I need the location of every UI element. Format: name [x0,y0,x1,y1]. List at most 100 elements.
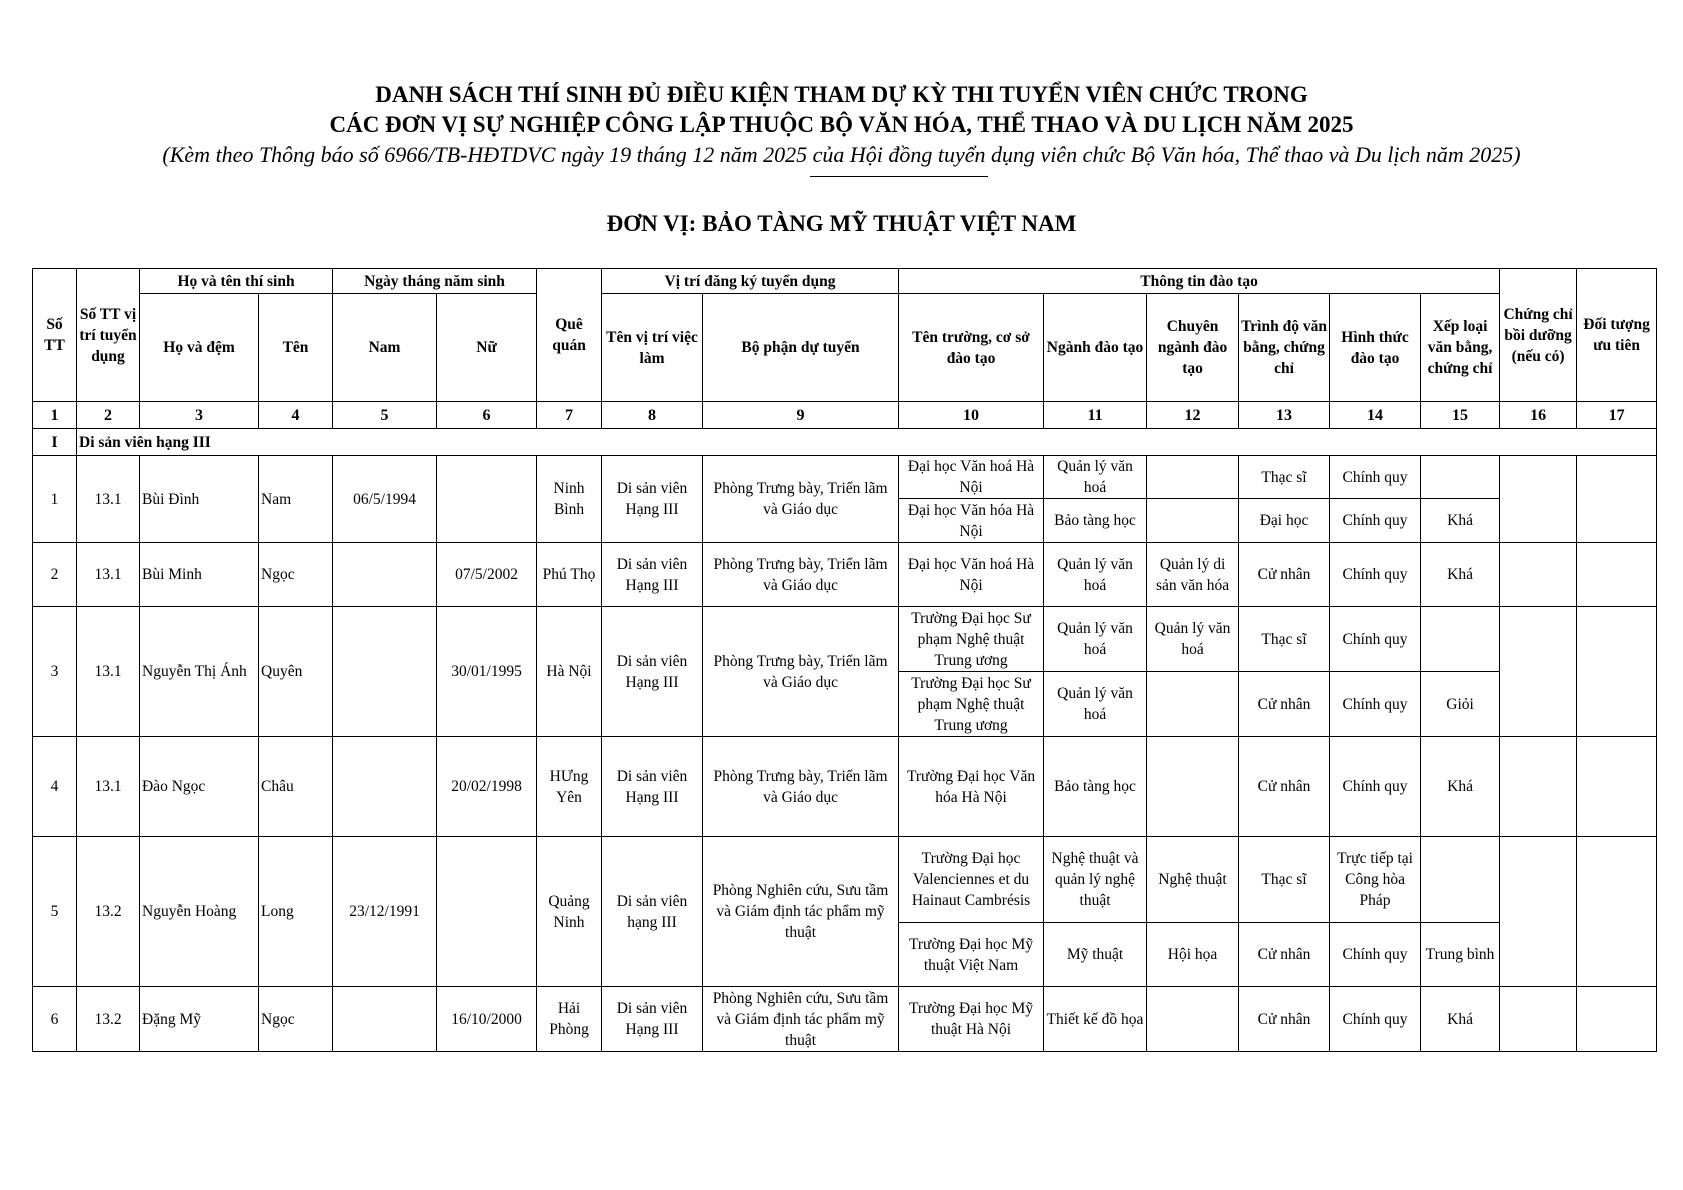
cell-truong: Trường Đại học Mỹ thuật Việt Nam [898,922,1045,987]
cell-bo-phan: Phòng Trưng bày, Triển lãm và Giáo dục [702,455,900,543]
section-label: Di sản viên hạng III [75,428,1658,456]
title-divider [810,176,988,177]
cell-bo-phan: Phòng Nghiên cứu, Sưu tầm và Giám định t… [702,836,900,987]
column-number: 2 [76,401,140,429]
header-bo-phan: Bộ phận dự tuyển [702,293,900,402]
header-nam: Nam [332,293,438,402]
cell-chuyen-nganh [1146,986,1240,1052]
section-number: I [32,428,77,456]
cell-chung-chi [1499,606,1578,737]
cell-ho-dem: Đặng Mỹ [139,986,259,1052]
cell-bo-phan: Phòng Trưng bày, Triển lãm và Giáo dục [702,736,900,837]
cell-chung-chi [1499,836,1578,987]
column-number: 1 [32,401,77,429]
cell-xep-loai: Khá [1420,986,1501,1052]
cell-ho-dem: Bùi Minh [139,542,259,607]
column-number: 7 [536,401,603,429]
cell-xep-loai [1420,455,1501,499]
table-row: 6 13.2 Đặng Mỹ Ngọc 16/10/2000 Hải Phòng Di s… [32,986,1658,1052]
header-que-quan: Quê quán [536,268,603,402]
cell-xep-loai: Giỏi [1420,671,1501,737]
cell-nganh: Nghệ thuật và quản lý nghệ thuật [1043,836,1148,923]
table-row: 5 13.2 Nguyễn Hoàng Long 23/12/1991 Quảng Nin… [32,836,1658,987]
unit-heading: ĐƠN VỊ: BẢO TÀNG MỸ THUẬT VIỆT NAM [606,211,1077,236]
cell-chuyen-nganh [1146,736,1240,837]
cell-xep-loai: Khá [1420,542,1501,607]
cell-vi-tri: Di sản viên hạng III [601,836,704,987]
document-title-line1: DANH SÁCH THÍ SINH ĐỦ ĐIỀU KIỆN THAM DỰ … [375,82,1308,107]
cell-position-no: 13.2 [76,986,140,1052]
cell-ho-dem: Nguyễn Thị Ánh [139,606,259,737]
cell-chuyen-nganh [1146,671,1240,737]
header-vi-tri: Tên vị trí việc làm [601,293,704,402]
header-position: Vị trí đăng ký tuyển dụng [601,268,900,294]
column-number: 15 [1420,401,1501,429]
cell-doi-tuong [1576,836,1658,987]
cell-chung-chi [1499,986,1578,1052]
cell-position-no: 13.1 [76,542,140,607]
cell-doi-tuong [1576,736,1658,837]
cell-trinh-do: Cử nhân [1238,986,1331,1052]
cell-nganh: Quản lý văn hoá [1043,606,1148,672]
cell-xep-loai: Khá [1420,736,1501,837]
column-number: 3 [139,401,259,429]
cell-truong: Trường Đại học Văn hóa Hà Nội [898,736,1045,837]
table-row: 3 13.1 Nguyễn Thị Ánh Quyên 30/01/1995 Hà Nội… [32,606,1658,737]
cell-nganh: Quản lý văn hoá [1043,671,1148,737]
cell-nganh: Quản lý văn hoá [1043,542,1148,607]
header-row-groups: Số TT Số TT vị trí tuyển dụng Họ và tên … [32,268,1658,402]
cell-trinh-do: Cử nhân [1238,922,1331,987]
cell-trinh-do: Thạc sĩ [1238,836,1331,923]
table-row: 4 13.1 Đào Ngọc Châu 20/02/1998 HƯng Yên Di s… [32,736,1658,837]
header-dob: Ngày tháng năm sinh [332,268,538,294]
cell-position-no: 13.1 [76,606,140,737]
cell-nganh: Quản lý văn hoá [1043,455,1148,499]
table-subrow: Trường Đại học Mỹ thuật Việt Nam Mỹ thuật… [33,922,1657,987]
column-number: 8 [601,401,704,429]
header-nu: Nữ [436,293,538,402]
cell-dob-female: 07/5/2002 [436,542,538,607]
column-number: 12 [1146,401,1240,429]
cell-doi-tuong [1576,455,1658,543]
cell-trinh-do: Đại học [1238,498,1331,543]
cell-que-quan: Phú Thọ [536,542,603,607]
cell-dob-male [332,606,438,737]
cell-trinh-do: Thạc sĩ [1238,606,1331,672]
cell-trinh-do: Cử nhân [1238,736,1331,837]
column-number: 9 [702,401,900,429]
candidate-table: Số TT Số TT vị trí tuyển dụng Họ và tên … [32,268,1658,1052]
table-subrow: Đại học Văn hóa Hà Nội Bảo tàng học Đại họ… [33,498,1657,543]
cell-stt: 2 [32,542,77,607]
cell-xep-loai [1420,836,1501,923]
cell-vi-tri: Di sản viên Hạng III [601,736,704,837]
header-position-no: Số TT vị trí tuyển dụng [76,268,140,402]
column-number-row: 1 2 3 4 5 6 7 8 9 10 11 12 13 14 15 16 17 [32,401,1658,429]
cell-xep-loai: Khá [1420,498,1501,543]
cell-vi-tri: Di sản viên Hạng III [601,986,704,1052]
section-row: I Di sản viên hạng III [32,428,1658,456]
header-nganh: Ngành đào tạo [1043,293,1148,402]
cell-stt: 6 [32,986,77,1052]
cell-ten: Ngọc [257,986,334,1052]
header-chung-chi: Chứng chỉ bồi dưỡng (nếu có) [1499,268,1578,402]
table-row: 2 13.1 Bùi Minh Ngọc 07/5/2002 Phú Thọ Di sản … [32,542,1658,607]
cell-trinh-do: Thạc sĩ [1238,455,1331,499]
cell-chuyen-nganh [1146,455,1240,499]
cell-ho-dem: Đào Ngọc [139,736,259,837]
cell-que-quan: Ninh Bình [536,455,603,543]
cell-stt: 1 [32,455,77,543]
column-number: 14 [1329,401,1422,429]
table-row: 1 13.1 Bùi Đình Nam 06/5/1994 Ninh Bình Di sản… [32,455,1658,543]
header-doi-tuong: Đối tượng ưu tiên [1576,268,1658,402]
cell-xep-loai [1420,606,1501,672]
cell-que-quan: Hải Phòng [536,986,603,1052]
cell-hinh-thuc: Trực tiếp tại Công hòa Pháp [1329,836,1422,923]
cell-ten: Nam [257,455,334,543]
column-number: 4 [257,401,334,429]
cell-truong: Đại học Văn hoá Hà Nội [898,455,1045,499]
cell-nganh: Bảo tàng học [1043,498,1148,543]
cell-ten: Long [257,836,334,987]
cell-trinh-do: Cử nhân [1238,542,1331,607]
cell-chung-chi [1499,455,1578,543]
cell-vi-tri: Di sản viên Hạng III [601,606,704,737]
